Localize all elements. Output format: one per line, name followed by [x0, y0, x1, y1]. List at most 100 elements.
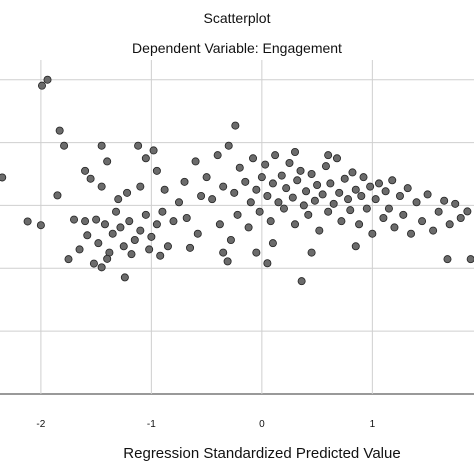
- point: [75, 245, 84, 254]
- point: [252, 185, 261, 194]
- point: [197, 191, 206, 200]
- point: [147, 232, 156, 241]
- point: [445, 220, 454, 229]
- point: [266, 217, 275, 226]
- point: [384, 204, 393, 213]
- point: [97, 141, 106, 150]
- point: [152, 166, 161, 175]
- point: [81, 217, 90, 226]
- point: [344, 195, 353, 204]
- point: [388, 176, 397, 185]
- point: [43, 75, 52, 84]
- point: [100, 220, 109, 229]
- point: [180, 177, 189, 186]
- point: [169, 217, 178, 226]
- point: [36, 221, 45, 230]
- point: [241, 177, 250, 186]
- point: [423, 190, 432, 199]
- point: [434, 207, 443, 216]
- point: [299, 201, 308, 210]
- point: [249, 154, 258, 163]
- point: [215, 220, 224, 229]
- point: [335, 188, 344, 197]
- point: [271, 151, 280, 160]
- point: [351, 242, 360, 251]
- point: [125, 217, 134, 226]
- point: [116, 223, 125, 232]
- point: [293, 176, 302, 185]
- point: [274, 198, 283, 207]
- point: [291, 147, 300, 156]
- point: [108, 229, 117, 238]
- x-tick-label: 1: [370, 419, 376, 430]
- point: [156, 251, 165, 260]
- point: [355, 220, 364, 229]
- point: [141, 210, 150, 219]
- point: [368, 229, 377, 238]
- point: [277, 171, 286, 180]
- point: [130, 235, 139, 244]
- chart-title: Scatterplot: [204, 10, 271, 26]
- point: [230, 188, 239, 197]
- x-tick-label: -2: [36, 419, 45, 430]
- point: [321, 162, 330, 171]
- point: [224, 141, 233, 150]
- point: [255, 207, 264, 216]
- point: [399, 210, 408, 219]
- point: [219, 182, 228, 191]
- point: [366, 182, 375, 191]
- point: [53, 191, 62, 200]
- point: [23, 217, 32, 226]
- point: [324, 207, 333, 216]
- point: [193, 229, 202, 238]
- point: [174, 198, 183, 207]
- point: [412, 198, 421, 207]
- point: [285, 158, 294, 167]
- point: [257, 173, 266, 182]
- point: [263, 259, 272, 268]
- point: [136, 182, 145, 191]
- point: [120, 273, 129, 282]
- point: [127, 250, 136, 259]
- point: [235, 163, 244, 172]
- point: [231, 121, 240, 130]
- point: [318, 190, 327, 199]
- point: [0, 173, 7, 182]
- point: [202, 173, 211, 182]
- point: [123, 188, 132, 197]
- point: [81, 166, 90, 175]
- point: [297, 277, 306, 286]
- point: [307, 248, 316, 257]
- point: [395, 191, 404, 200]
- point: [381, 187, 390, 196]
- point: [307, 169, 316, 178]
- point: [291, 220, 300, 229]
- point: [208, 195, 217, 204]
- point: [145, 245, 154, 254]
- point: [346, 206, 355, 215]
- x-axis-label: Regression Standardized Predicted Value: [123, 445, 400, 462]
- point: [379, 213, 388, 222]
- point: [223, 257, 232, 266]
- point: [160, 185, 169, 194]
- point: [163, 242, 172, 251]
- point: [134, 141, 143, 150]
- point: [83, 231, 92, 240]
- point: [119, 242, 128, 251]
- point: [451, 199, 460, 208]
- x-tick-label: 0: [259, 419, 265, 430]
- point: [152, 220, 161, 229]
- point: [304, 210, 313, 219]
- point: [70, 215, 79, 224]
- chart-subtitle: Dependent Variable: Engagement: [132, 40, 342, 56]
- point: [310, 196, 319, 205]
- point: [136, 226, 145, 235]
- point: [371, 195, 380, 204]
- point: [407, 229, 416, 238]
- point: [252, 248, 261, 257]
- point: [351, 185, 360, 194]
- point: [226, 235, 235, 244]
- point: [94, 239, 103, 248]
- point: [141, 154, 150, 163]
